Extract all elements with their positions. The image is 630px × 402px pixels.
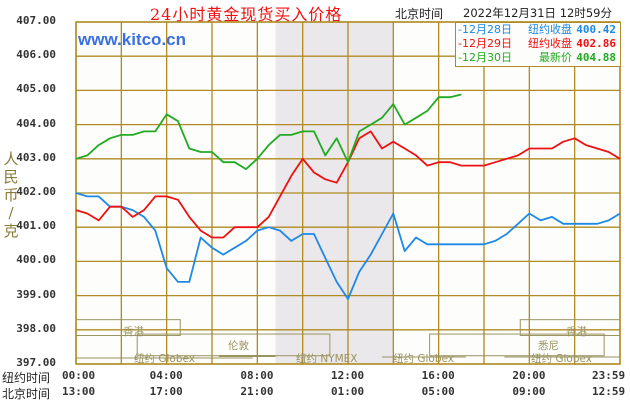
market-ny-globex-1: 纽约 Globex: [134, 353, 195, 365]
y-title-char: 克: [3, 222, 19, 240]
x-tick-label: 09:00: [512, 385, 546, 398]
x-tick-label: 16:00: [421, 369, 455, 382]
y-title-char: 币: [3, 186, 19, 204]
x-tick-label: 00:00: [62, 369, 96, 382]
legend-label: 纽约收盘: [528, 23, 572, 36]
y-tick-label: 397.00: [16, 356, 56, 369]
y-axis-title: 人民币 / 克: [2, 150, 20, 240]
legend-label: 纽约收盘: [528, 37, 572, 50]
y-tick-label: 407.00: [16, 14, 56, 27]
market-hongkong-1: 香港: [123, 326, 144, 338]
y-title-char: /: [8, 204, 14, 222]
watermark-link[interactable]: www.kitco.cn: [78, 30, 187, 49]
y-title-char: 民: [3, 168, 19, 186]
x-tick-label: 01:00: [331, 385, 365, 398]
legend-row-dec29: -12月29日 纽约收盘 402.86: [456, 37, 620, 51]
y-tick-label: 405.00: [16, 82, 56, 96]
current-datetime: 2022年12月31日 12时59分: [463, 6, 612, 20]
chart-title: 24小时黄金现货买入价格: [150, 5, 343, 24]
x-tick-label: 17:00: [149, 385, 183, 398]
y-tick-label: 402.00: [16, 185, 56, 198]
y-tick-label: 403.00: [16, 150, 56, 164]
x-tick-label: 08:00: [240, 369, 274, 382]
market-sydney: 悉尼: [538, 340, 559, 352]
legend-date: -12月28日: [458, 23, 512, 36]
y-tick-label: 399.00: [16, 287, 56, 301]
y-tick-label: 404.00: [16, 116, 56, 130]
beijing-time-label: 北京时间: [395, 7, 444, 21]
market-session-box: [429, 333, 605, 357]
market-london: 伦敦: [228, 340, 249, 352]
legend-date: -12月30日: [458, 51, 512, 64]
market-ny-globex-2: 纽约 Globex: [393, 353, 454, 365]
legend-value: 402.86: [576, 37, 616, 50]
x-tick-label: 12:59: [592, 385, 626, 398]
legend-label: 最新价: [539, 51, 572, 64]
y-tick-label: 406.00: [16, 48, 56, 62]
bj-time-label: 北京时间: [2, 387, 51, 401]
x-tick-label: 21:00: [240, 385, 274, 398]
y-tick-label: 400.00: [16, 253, 56, 267]
x-tick-label: 05:00: [421, 385, 455, 398]
market-hongkong-2: 香港: [566, 326, 587, 338]
legend-value: 404.88: [576, 51, 616, 64]
x-tick-label: 23:59: [592, 369, 626, 382]
series-line-2: [75, 93, 462, 171]
y-title-char: 人: [3, 150, 19, 168]
legend-value: 400.42: [576, 23, 616, 36]
x-tick-label: 20:00: [512, 369, 546, 382]
legend-date: -12月29日: [458, 37, 512, 50]
series-line-0: [75, 192, 621, 300]
legend-row-dec30: -12月30日 最新价 404.88: [456, 51, 620, 65]
x-tick-label: 12:00: [331, 369, 365, 382]
market-ny-nymex: 纽约 NYMEX: [296, 353, 358, 365]
x-tick-label: 04:00: [149, 369, 183, 382]
legend-row-dec28: -12月28日 纽约收盘 400.42: [456, 23, 620, 37]
y-tick-label: 401.00: [16, 219, 56, 233]
ny-time-label: 纽约时间: [2, 371, 51, 385]
y-tick-label: 398.00: [16, 321, 56, 335]
market-ny-globex-3: 纽约 Globex: [531, 353, 592, 365]
x-tick-label: 13:00: [62, 385, 96, 398]
legend: -12月28日 纽约收盘 400.42 -12月29日 纽约收盘 402.86 …: [455, 22, 621, 67]
